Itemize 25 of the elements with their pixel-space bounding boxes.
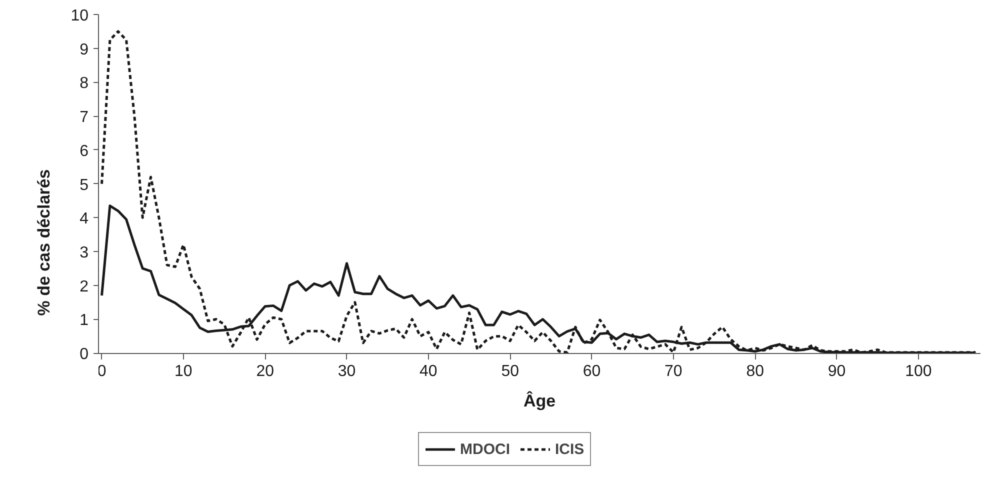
y-tick-label: 4 (80, 210, 89, 228)
y-tick-label: 1 (80, 312, 89, 330)
x-tick-label: 40 (420, 363, 438, 380)
y-tick-label: 5 (80, 176, 89, 194)
legend-label: MDOCI (460, 440, 510, 458)
x-tick-label: 50 (501, 363, 520, 380)
y-tick-label: 2 (80, 278, 89, 296)
y-tick-label: 8 (80, 75, 89, 92)
y-axis-title: % de cas déclarés (34, 169, 54, 316)
x-tick-label: 90 (828, 363, 846, 380)
y-tick-label: 6 (80, 142, 89, 160)
x-tick-label: 10 (174, 363, 192, 380)
y-tick-label: 3 (80, 244, 89, 262)
y-tick-label: 0 (80, 346, 89, 364)
x-tick-label: 60 (582, 363, 601, 380)
x-tick-label: 80 (746, 363, 764, 380)
x-axis-title: Âge (523, 390, 556, 410)
y-tick-label: 9 (80, 41, 89, 58)
x-tick-label: 100 (905, 363, 932, 380)
x-tick-label: 70 (664, 363, 682, 380)
legend-label: ICIS (555, 440, 584, 458)
x-tick-label: 30 (338, 363, 356, 380)
x-tick-label: 20 (256, 363, 274, 380)
y-tick-label: 7 (80, 109, 89, 126)
y-tick-label: 10 (70, 8, 89, 24)
